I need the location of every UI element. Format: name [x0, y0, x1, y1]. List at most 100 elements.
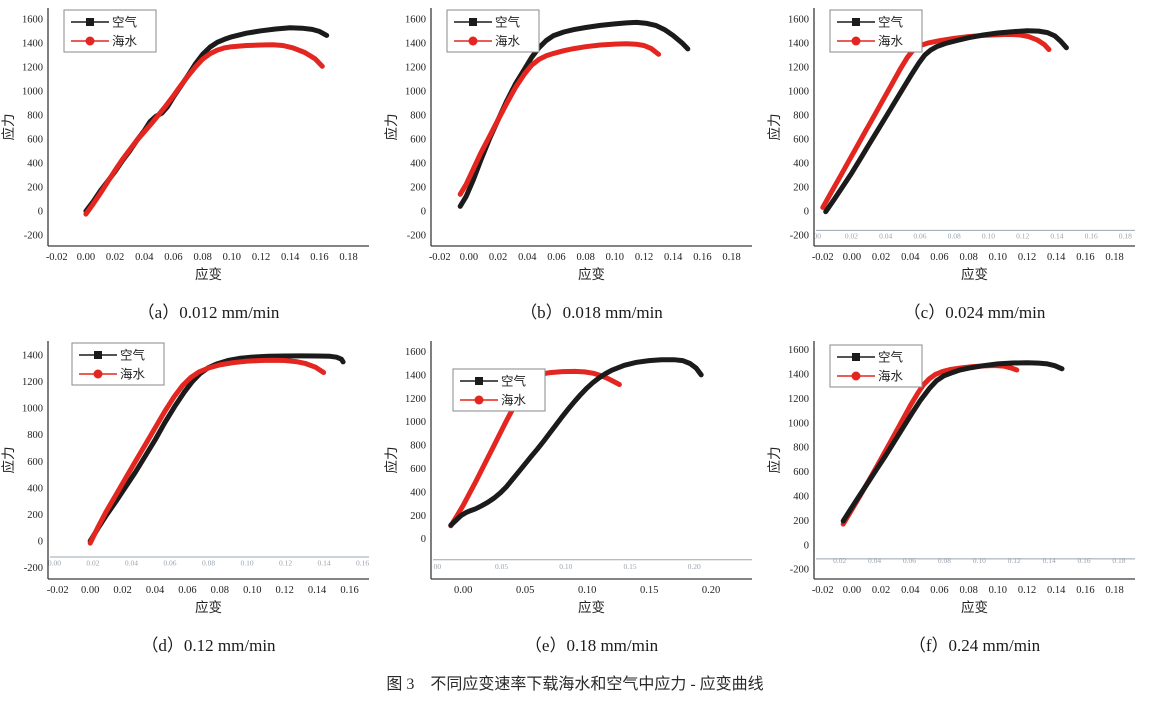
y-tick-label: 600 — [793, 135, 809, 146]
y-tick-label: 800 — [27, 110, 43, 121]
y-tick-label: 200 — [410, 183, 426, 194]
y-tick-label: 0 — [804, 540, 809, 551]
x-tick-label: 0.14 — [281, 252, 300, 263]
svg-text:0.18: 0.18 — [1119, 232, 1132, 241]
y-tick-label: 400 — [410, 159, 426, 170]
legend-label: 空气 — [120, 348, 146, 363]
x-tick-label: 0.08 — [211, 585, 229, 596]
y-tick-label: 400 — [410, 487, 426, 498]
legend-circle-marker-icon — [851, 36, 861, 46]
chart-caption-f-text: （f）0.24 mm/min — [908, 636, 1041, 655]
ghost-axis: 0.00 0.02 0.04 0.06 0.08 0.10 0.12 0.14 0.16 — [48, 556, 369, 567]
y-tick-label: 0 — [421, 534, 426, 545]
legend-circle-marker-icon — [85, 36, 95, 46]
legend-label: 海水 — [120, 367, 146, 382]
x-axis-title: 应变 — [195, 266, 222, 282]
svg-text:0.10: 0.10 — [982, 232, 995, 241]
figure-caption: 图 3 不同应变速率下载海水和空气中应力 - 应变曲线 — [0, 670, 1150, 694]
svg-text:0.00: 0.00 — [48, 558, 61, 567]
svg-text:0.02: 0.02 — [845, 232, 858, 241]
x-tick-label: 0.14 — [664, 252, 683, 263]
y-tick-label: 200 — [410, 511, 426, 522]
y-axis-title: 应力 — [0, 114, 16, 141]
x-tick-label: 0.02 — [106, 252, 124, 263]
x-tick-label: 0.12 — [1018, 585, 1036, 596]
legend-square-marker-icon — [469, 18, 477, 26]
y-tick-label: 200 — [793, 183, 809, 194]
charts-grid: -200 0 200 400 600 800 1000 1200 1400 1600 -0.02 0.… — [0, 2, 1150, 656]
x-tick-label: 0.00 — [77, 252, 95, 263]
legend-label: 空气 — [878, 350, 904, 365]
chart-caption-f: （f）0.24 mm/min — [766, 631, 1149, 656]
x-tick-label: 0.16 — [1076, 252, 1094, 263]
x-tick-label: 0.12 — [635, 252, 653, 263]
x-tick-label: 0.12 — [252, 252, 270, 263]
legend-label: 海水 — [878, 34, 904, 49]
chart-caption-b-text: （b）0.018 mm/min — [520, 303, 663, 322]
chart-canvas-d: 0.00 0.02 0.04 0.06 0.08 0.10 0.12 0.14 0.16 -200… — [0, 335, 383, 627]
y-tick-label: 1200 — [22, 62, 43, 73]
x-tick-label: -0.02 — [429, 252, 451, 263]
y-tick-label: 1400 — [22, 350, 43, 361]
y-tick-label: 600 — [27, 135, 43, 146]
legend-square-marker-icon — [475, 377, 483, 385]
svg-text:0.16: 0.16 — [1085, 232, 1098, 241]
svg-text:0.06: 0.06 — [163, 558, 176, 567]
y-tick-label: 0 — [38, 207, 43, 218]
y-tick-label: 1400 — [22, 38, 43, 49]
x-axis-title: 应变 — [578, 599, 605, 615]
chart-caption-c: （c）0.024 mm/min — [766, 298, 1149, 323]
svg-text:0.10: 0.10 — [559, 562, 572, 571]
x-tick-label: 0.00 — [81, 585, 99, 596]
y-tick-label: 1000 — [22, 404, 43, 415]
legend-circle-marker-icon — [851, 371, 861, 381]
y-axis-title: 应力 — [383, 447, 399, 474]
svg-text:0.15: 0.15 — [623, 562, 636, 571]
x-tick-label: 0.18 — [1105, 252, 1123, 263]
chart-caption-d-text: （d）0.12 mm/min — [141, 636, 276, 655]
x-tick-label: 0.10 — [989, 585, 1007, 596]
x-tick-label: 0.10 — [606, 252, 624, 263]
series-air-curve — [840, 360, 1065, 524]
svg-text:0.06: 0.06 — [903, 556, 916, 565]
x-tick-label: 0.16 — [693, 252, 711, 263]
y-tick-label: 1000 — [788, 418, 809, 429]
y-tick-label: 200 — [27, 183, 43, 194]
chart-e: 00 0.05 0.10 0.15 0.20 0 200 400 600 800 1000 1200 1… — [383, 335, 766, 656]
y-tick-label: 1400 — [405, 38, 426, 49]
chart-caption-c-text: （c）0.024 mm/min — [903, 303, 1046, 322]
x-tick-label: 0.02 — [872, 585, 890, 596]
y-axis-title: 应力 — [766, 447, 782, 474]
x-tick-label: 0.18 — [339, 252, 357, 263]
svg-text:0.02: 0.02 — [86, 558, 99, 567]
y-tick-label: 0 — [38, 537, 43, 548]
y-tick-label: -200 — [24, 563, 43, 574]
y-axis-title: 应力 — [766, 114, 782, 141]
x-tick-label: 0.02 — [872, 252, 890, 263]
chart-caption-a-text: （a）0.012 mm/min — [137, 303, 280, 322]
chart-caption-b: （b）0.018 mm/min — [383, 298, 766, 323]
y-tick-label: 600 — [793, 467, 809, 478]
svg-text:0.14: 0.14 — [317, 558, 330, 567]
legend-label: 空气 — [495, 15, 521, 30]
series-air-curve — [448, 357, 704, 528]
chart-svg-c: 00 0.02 0.04 0.06 0.08 0.10 0.12 0.14 0.16 0.18-2… — [766, 8, 1135, 282]
x-tick-label: 0.12 — [276, 585, 294, 596]
axes: -200 0 200 400 600 800 1000 1200 1400 1600 -0.02 0.… — [0, 8, 369, 282]
x-tick-label: 0.02 — [113, 585, 131, 596]
y-tick-label: 400 — [27, 483, 43, 494]
svg-text:0.10: 0.10 — [973, 556, 986, 565]
svg-text:0.05: 0.05 — [495, 562, 508, 571]
legend-square-marker-icon — [86, 18, 94, 26]
axes: -200 0 200 400 600 800 1000 1200 1400 1600 -0.02 0.… — [766, 8, 1135, 282]
x-tick-label: 0.14 — [308, 585, 327, 596]
chart-caption-d: （d）0.12 mm/min — [0, 631, 383, 656]
x-tick-label: 0.06 — [930, 252, 948, 263]
svg-text:00: 00 — [434, 562, 442, 571]
series-air-curve — [823, 28, 1069, 215]
figure-panel: -200 0 200 400 600 800 1000 1200 1400 1600 -0.02 0.… — [0, 2, 1150, 694]
